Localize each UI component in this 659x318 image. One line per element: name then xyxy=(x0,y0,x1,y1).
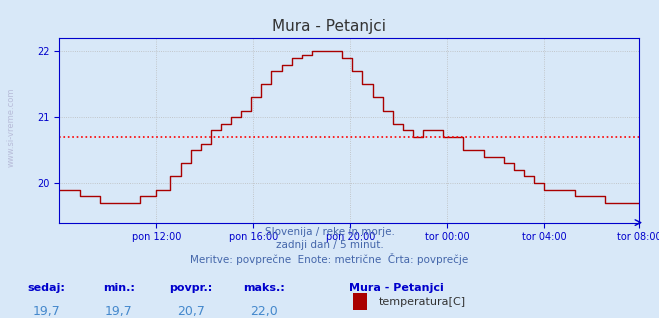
Text: povpr.:: povpr.: xyxy=(169,283,213,293)
Text: 22,0: 22,0 xyxy=(250,305,277,318)
Text: maks.:: maks.: xyxy=(243,283,285,293)
Text: Slovenija / reke in morje.: Slovenija / reke in morje. xyxy=(264,227,395,237)
Text: min.:: min.: xyxy=(103,283,134,293)
Text: Mura - Petanjci: Mura - Petanjci xyxy=(273,19,386,34)
Text: 19,7: 19,7 xyxy=(32,305,60,318)
Text: Meritve: povprečne  Enote: metrične  Črta: povprečje: Meritve: povprečne Enote: metrične Črta:… xyxy=(190,253,469,265)
Text: www.si-vreme.com: www.si-vreme.com xyxy=(7,87,16,167)
Text: Mura - Petanjci: Mura - Petanjci xyxy=(349,283,444,293)
Text: temperatura[C]: temperatura[C] xyxy=(379,297,466,307)
Text: zadnji dan / 5 minut.: zadnji dan / 5 minut. xyxy=(275,240,384,250)
Text: sedaj:: sedaj: xyxy=(27,283,65,293)
Text: 19,7: 19,7 xyxy=(105,305,132,318)
Text: 20,7: 20,7 xyxy=(177,305,205,318)
